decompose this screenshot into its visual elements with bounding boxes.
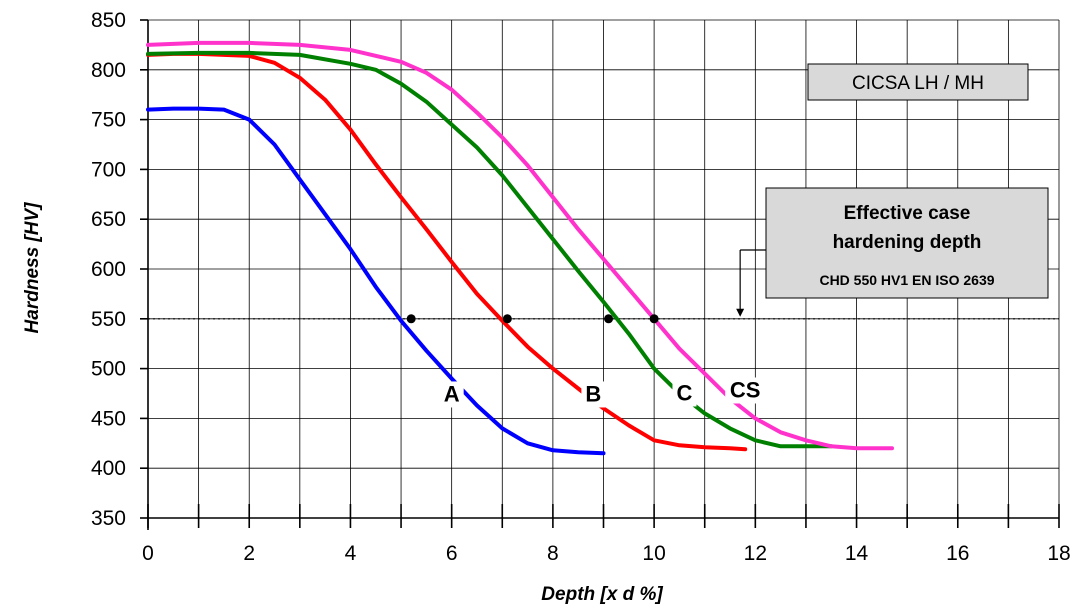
x-tick-labels: 0 2 4 6 8 10 12 14 16 18 [142, 542, 1071, 565]
reference-line-group [148, 249, 1059, 320]
chd-box-line2: hardening depth [833, 232, 982, 253]
curve-c [146, 50, 834, 449]
chd-box-line1: Effective case [844, 203, 971, 224]
x-tick-label: 18 [1047, 542, 1070, 565]
axes [140, 19, 1060, 530]
x-tick-label: 12 [744, 542, 767, 565]
curve-label-bg [672, 380, 697, 407]
curve-label-bg [581, 381, 606, 408]
y-tick-label: 500 [91, 358, 126, 381]
y-tick-label: 800 [91, 59, 126, 82]
curve-label-a: A [444, 381, 460, 406]
chd-box-background [765, 187, 1049, 299]
curve-label-b: B [585, 381, 601, 406]
curve-label-bg [725, 377, 766, 404]
y-tick-label: 550 [91, 308, 126, 331]
y-tick-labels: 350 400 450 500 550 600 650 700 750 800 850 [91, 9, 126, 530]
x-tick-label: 2 [243, 542, 255, 565]
y-tick-label: 700 [91, 158, 126, 181]
marker-550 [406, 314, 416, 324]
marker-550 [502, 314, 512, 324]
chd-box: Effective case hardening depth CHD 550 H… [765, 187, 1049, 299]
curve-cs [146, 40, 894, 451]
x-tick-label: 16 [946, 542, 969, 565]
curve-b [146, 51, 748, 452]
curve-a [146, 106, 606, 456]
grade-box-label: CICSA LH / MH [852, 73, 984, 94]
curve-label-cs: CS [730, 377, 761, 402]
chd-box-line3: CHD 550 HV1 EN ISO 2639 [819, 272, 994, 288]
curve-label-c: C [677, 380, 693, 405]
y-tick-label: 850 [91, 9, 126, 32]
y-tick-label: 350 [91, 507, 126, 530]
y-tick-label: 750 [91, 109, 126, 132]
y-tick-label: 650 [91, 208, 126, 231]
y-axis-title: Hardness [HV] [22, 202, 43, 334]
x-tick-label: 10 [642, 542, 665, 565]
y-tick-label: 400 [91, 457, 126, 480]
grade-box-background [807, 63, 1029, 101]
y-tick-label: 450 [91, 407, 126, 430]
markers [406, 314, 659, 324]
y-tick-label: 600 [91, 258, 126, 281]
x-tick-label: 8 [547, 542, 559, 565]
marker-550 [649, 314, 659, 324]
x-axis-title: Depth [x d %] [541, 584, 663, 605]
x-tick-label: 14 [845, 542, 869, 565]
x-tick-label: 6 [446, 542, 458, 565]
x-tick-label: 0 [142, 542, 154, 565]
chd-arrow-head [736, 308, 745, 317]
grade-box: CICSA LH / MH [807, 63, 1029, 101]
curve-label-bg [439, 381, 464, 408]
x-tick-label: 4 [345, 542, 357, 565]
marker-550 [604, 314, 614, 324]
curves [146, 40, 894, 456]
curve-labels: A B C CS [439, 377, 766, 408]
